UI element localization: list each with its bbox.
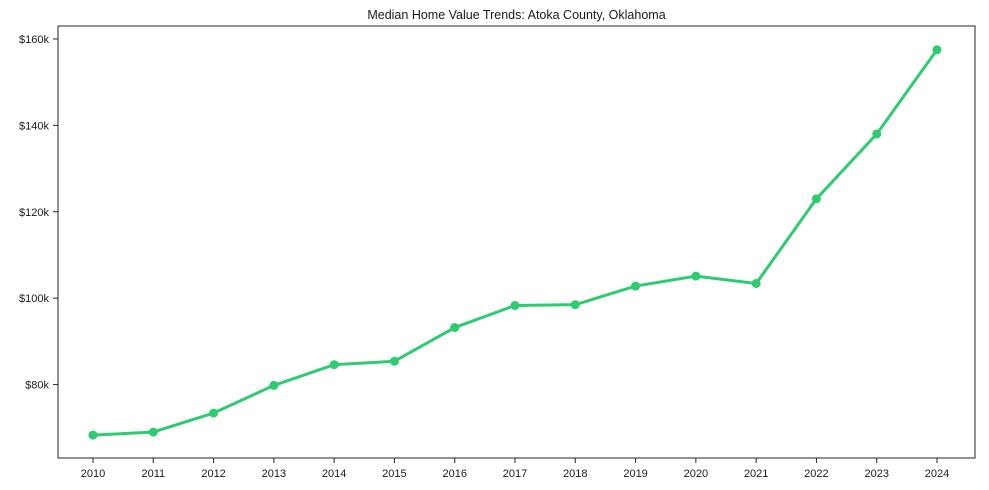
y-axis-tick-label: $120k <box>19 207 49 219</box>
data-point-marker <box>88 430 98 440</box>
x-axis-tick-label: 2022 <box>804 468 828 480</box>
data-point-marker <box>209 408 219 418</box>
x-axis-tick-label: 2020 <box>684 468 708 480</box>
data-point-marker <box>269 380 279 390</box>
chart-title: Median Home Value Trends: Atoka County, … <box>367 8 666 22</box>
x-axis-tick-label: 2024 <box>925 468 949 480</box>
x-axis-tick-label: 2010 <box>81 468 105 480</box>
data-point-marker <box>389 356 399 366</box>
x-axis-tick-label: 2017 <box>503 468 527 480</box>
x-axis-tick-label: 2011 <box>141 468 165 480</box>
y-axis-tick-label: $140k <box>19 120 49 132</box>
data-point-marker <box>570 300 580 310</box>
data-point-marker <box>631 281 641 291</box>
data-point-marker <box>932 45 942 55</box>
x-axis-tick-label: 2015 <box>382 468 406 480</box>
trend-line <box>91 48 939 437</box>
y-axis-tick-label: $160k <box>19 34 49 46</box>
data-point-marker <box>329 360 339 370</box>
data-point-marker <box>148 427 158 437</box>
x-axis-tick-label: 2021 <box>744 468 768 480</box>
y-axis-tick-label: $80k <box>25 380 49 392</box>
x-axis-tick-label: 2019 <box>623 468 647 480</box>
data-point-marker <box>510 301 520 311</box>
x-axis-tick-label: 2012 <box>201 468 225 480</box>
data-point-marker <box>450 323 460 333</box>
data-point-marker <box>811 194 821 204</box>
data-point-marker <box>872 129 882 139</box>
y-axis-tick-label: $100k <box>19 293 49 305</box>
x-axis-tick-label: 2023 <box>864 468 888 480</box>
plot-border <box>57 25 976 459</box>
x-axis-tick-label: 2018 <box>563 468 587 480</box>
x-axis-tick-label: 2013 <box>262 468 286 480</box>
data-point-marker <box>691 271 701 281</box>
data-point-marker <box>751 278 761 288</box>
x-axis-tick-label: 2016 <box>442 468 466 480</box>
x-axis-tick-label: 2014 <box>322 468 346 480</box>
